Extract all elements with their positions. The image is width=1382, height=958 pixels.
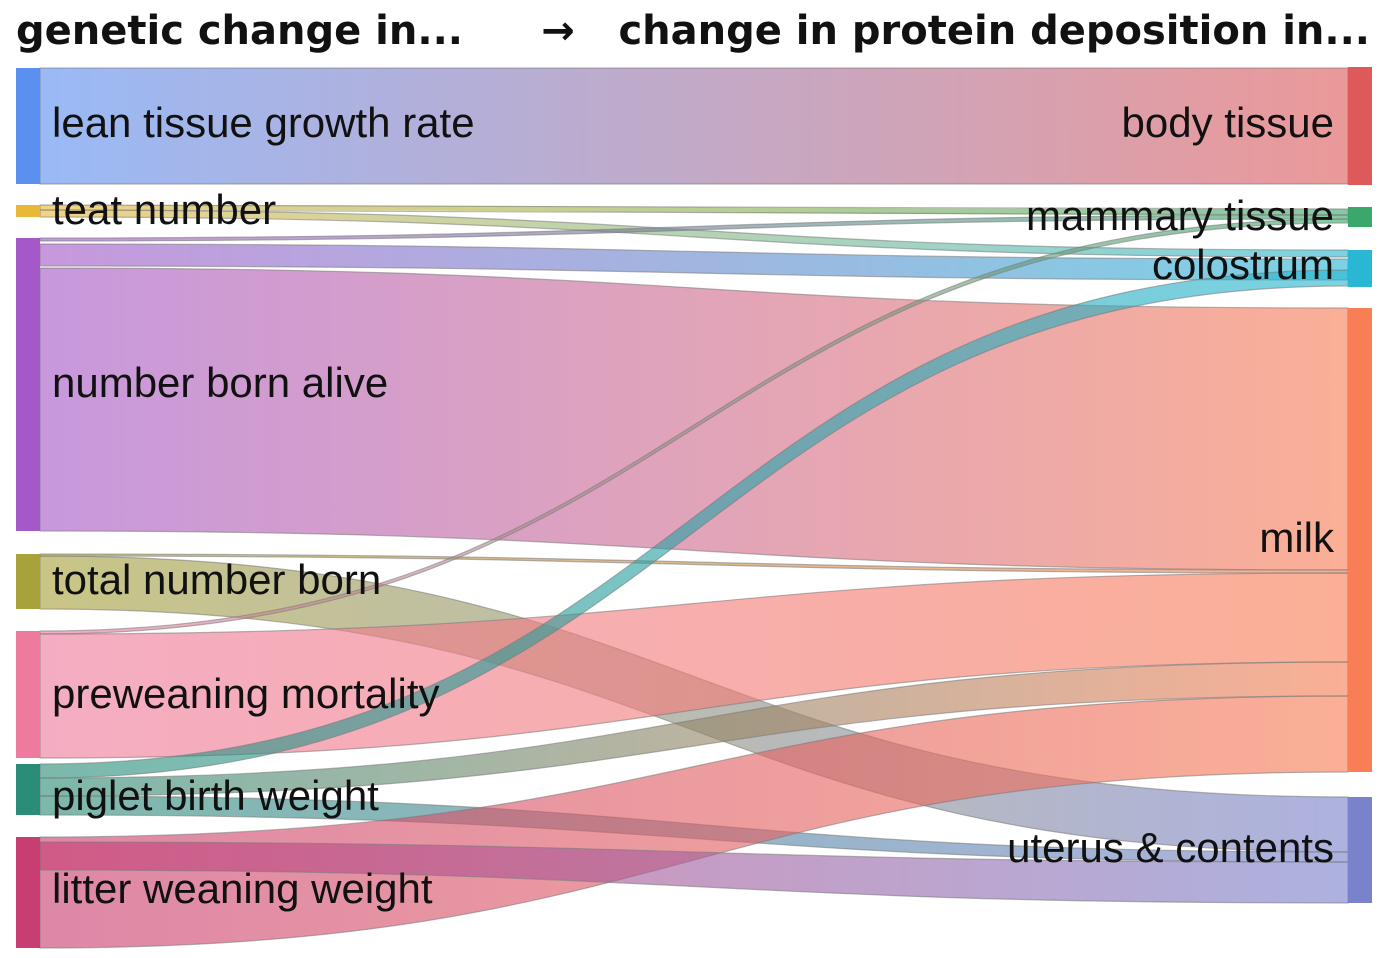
source-label-lww: litter weaning weight [52, 865, 433, 912]
header: genetic change in... → change in protein… [16, 8, 1370, 54]
source-label-nba: number born alive [52, 359, 388, 406]
source-node-tnb [16, 554, 40, 609]
header-arrow: → [541, 8, 575, 54]
target-node-mam [1348, 207, 1372, 227]
target-node-ut [1348, 797, 1372, 903]
source-node-lww [16, 837, 40, 948]
target-node-milk [1348, 308, 1372, 772]
source-node-pbw [16, 764, 40, 815]
target-label-ut: uterus & contents [1007, 824, 1334, 871]
header-left: genetic change in... [16, 8, 463, 54]
source-label-lean: lean tissue growth rate [52, 99, 475, 146]
target-label-col: colostrum [1152, 241, 1334, 288]
source-label-pwm: preweaning mortality [52, 670, 440, 717]
header-right: change in protein deposition in... [618, 8, 1370, 54]
source-node-pwm [16, 631, 40, 758]
target-node-body [1348, 67, 1372, 185]
source-node-nba [16, 238, 40, 531]
source-node-lean [16, 68, 40, 184]
target-node-col [1348, 250, 1372, 287]
target-label-mam: mammary tissue [1026, 192, 1334, 239]
nodes-layer [16, 67, 1372, 948]
labels-layer: lean tissue growth rate teat number number… [52, 99, 1335, 912]
source-label-tnb: total number born [52, 556, 381, 603]
target-label-body: body tissue [1122, 99, 1334, 146]
source-label-pbw: piglet birth weight [52, 772, 379, 819]
source-label-teat: teat number [52, 186, 276, 233]
source-node-teat [16, 205, 40, 217]
target-label-milk: milk [1259, 514, 1335, 561]
